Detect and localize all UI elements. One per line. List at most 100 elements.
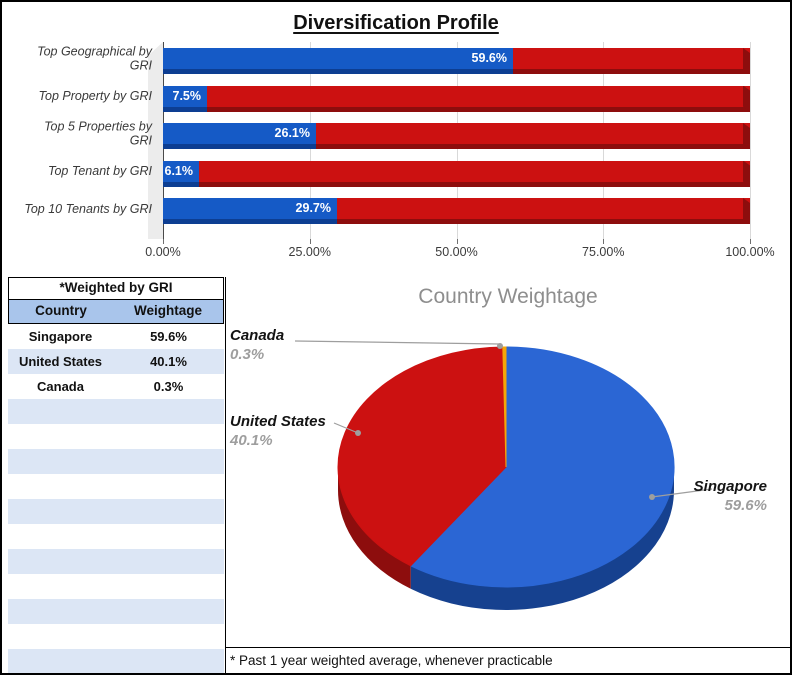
- bar-row: 6.1%: [163, 160, 750, 187]
- cell-weightage: [113, 624, 224, 649]
- cell-country: [8, 499, 113, 524]
- table-header-weightage: Weightage: [134, 303, 203, 318]
- gridline: [750, 42, 751, 239]
- bar-value-label: 7.5%: [172, 88, 202, 103]
- bar-segment-weightage: 59.6%: [163, 48, 513, 74]
- cell-weightage: [113, 424, 224, 449]
- axis-tick-label: 25.00%: [288, 245, 331, 259]
- table-row-empty: [8, 574, 224, 599]
- table-row-empty: [8, 524, 224, 549]
- cell-country: [8, 574, 113, 599]
- cell-country: [8, 449, 113, 474]
- country-weightage-panel: Country Weightage Canada 0.3% United Sta…: [225, 277, 790, 673]
- bar-value-label: 29.7%: [295, 201, 331, 215]
- table-row-empty: [8, 499, 224, 524]
- cell-country: [8, 599, 113, 624]
- axis-tick: [750, 239, 751, 244]
- cell-weightage: [113, 599, 224, 624]
- axis-tick: [309, 239, 311, 244]
- leader-united-states-line: [333, 422, 359, 434]
- table-row-empty: [8, 424, 224, 449]
- weightage-table: *Weighted by GRI Country Weightage Singa…: [8, 277, 224, 673]
- cell-weightage: [113, 549, 224, 574]
- cell-country: [8, 624, 113, 649]
- pie-side-singapore: [410, 467, 674, 610]
- table-row-empty: [8, 624, 224, 649]
- cell-country: United States: [18, 354, 103, 369]
- axis-tick-label: 0.00%: [145, 245, 181, 259]
- pie-label-united-states: United States 40.1%: [230, 413, 326, 449]
- table-row: United States 40.1%: [8, 349, 224, 374]
- page-title: Diversification Profile: [293, 12, 499, 34]
- cell-country: [8, 524, 113, 549]
- pie-slice-united-states: [337, 346, 507, 567]
- bar-segment-remainder: [337, 198, 750, 224]
- table-row-empty: [8, 449, 224, 474]
- bar-category-label: Top 10 Tenants by GRI: [24, 201, 152, 216]
- table-row: Singapore 59.6%: [8, 324, 224, 349]
- cell-weightage: [113, 574, 224, 599]
- table-row-empty: [8, 649, 224, 673]
- bar-row: 26.1%: [163, 123, 750, 149]
- table-caption: *Weighted by GRI: [8, 277, 224, 300]
- cell-country: Singapore: [28, 329, 93, 344]
- bar-segment-weightage: 6.1%: [163, 160, 199, 187]
- table-row-empty: [8, 549, 224, 574]
- bar-segment-weightage: 26.1%: [163, 123, 316, 149]
- cell-weightage: [113, 399, 224, 424]
- bar-segment-remainder: [513, 48, 750, 74]
- footnote: * Past 1 year weighted average, whenever…: [226, 647, 790, 668]
- bar-segment-remainder: [207, 85, 750, 112]
- bar-value-label: 6.1%: [164, 163, 194, 178]
- axis-tick-label: 100.00%: [725, 245, 775, 259]
- cell-weightage: [113, 524, 224, 549]
- cell-weightage: 59.6%: [150, 329, 187, 344]
- cell-weightage: [113, 499, 224, 524]
- bar-category-label: Top 5 Properties by GRI: [44, 119, 152, 148]
- table-header-country: Country: [35, 303, 87, 318]
- table-body: Singapore 59.6% United States 40.1% Canada 0.…: [8, 324, 224, 673]
- table-row-empty: [8, 474, 224, 499]
- leader-canada-dot: [497, 343, 503, 349]
- bar-category-label: Top Tenant by GRI: [47, 163, 152, 178]
- axis-tick: [603, 239, 605, 244]
- table-row-empty: [8, 599, 224, 624]
- bar-value-label: 26.1%: [274, 126, 310, 140]
- bar-segment-remainder: [199, 160, 750, 187]
- axis-tick: [456, 239, 458, 244]
- pie-chart: [294, 340, 713, 610]
- pie-chart-title: Country Weightage: [418, 285, 598, 308]
- cell-weightage: [113, 449, 224, 474]
- pie-label-canada: Canada 0.3%: [230, 327, 285, 363]
- table-row: Canada 0.3%: [8, 374, 224, 399]
- bar-segment-remainder: [316, 123, 750, 149]
- leader-singapore-dot: [649, 494, 655, 500]
- cell-country: [8, 474, 113, 499]
- bar-row: 29.7%: [163, 198, 750, 224]
- bar-category-label: Top Property by GRI: [38, 88, 152, 103]
- cell-country: [8, 549, 113, 574]
- cell-weightage: 40.1%: [150, 354, 187, 369]
- cell-country: [8, 649, 113, 673]
- axis-tick: [163, 239, 164, 244]
- bar-row: 59.6%: [163, 48, 750, 74]
- cell-weightage: 0.3%: [153, 379, 184, 394]
- bar-category-label: Top Geographical by GRI: [37, 44, 152, 73]
- table-header-row: Country Weightage: [8, 300, 224, 324]
- cell-country: [8, 424, 113, 449]
- bar-chart-3d-wall: [148, 42, 163, 239]
- bar-value-label: 59.6%: [471, 51, 507, 65]
- leader-canada-line: [294, 340, 500, 345]
- pie-side-united-states: [338, 467, 411, 589]
- cell-weightage: [113, 649, 224, 673]
- axis-tick-label: 75.00%: [582, 245, 625, 259]
- leader-singapore-line: [651, 488, 713, 498]
- cell-country: Canada: [37, 379, 84, 394]
- pie-label-singapore: Singapore 59.6%: [693, 478, 767, 514]
- bar-segment-weightage: 7.5%: [163, 85, 207, 112]
- axis-tick-label: 50.00%: [435, 245, 478, 259]
- table-row-empty: [8, 399, 224, 424]
- leader-united-states-dot: [355, 430, 361, 436]
- pie-slice-singapore: [409, 346, 675, 588]
